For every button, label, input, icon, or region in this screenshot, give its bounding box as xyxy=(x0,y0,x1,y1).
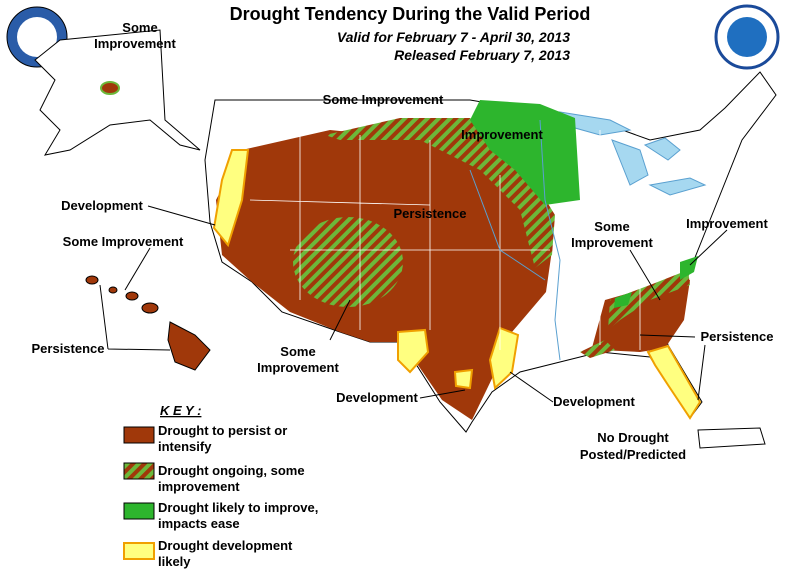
key-swatch xyxy=(123,462,155,480)
label: No Drought Posted/Predicted xyxy=(580,430,686,462)
label: Persistence xyxy=(394,206,467,221)
label: Some Improvement xyxy=(63,234,184,249)
label: Improvement xyxy=(686,216,768,231)
logos xyxy=(6,4,780,70)
yellow-texas xyxy=(397,326,520,390)
key-swatch xyxy=(123,426,155,444)
noaa-logo-inner xyxy=(727,17,767,57)
yellow-west xyxy=(212,149,250,248)
yellow-florida xyxy=(646,344,702,420)
hatched-southwest xyxy=(293,217,403,307)
key-swatch xyxy=(123,542,155,560)
key-swatch xyxy=(123,502,155,520)
valid-period: Valid for February 7 - April 30, 2013 xyxy=(337,29,570,45)
key-label: Drought development likely xyxy=(158,538,293,569)
label: Some Improvement xyxy=(571,219,653,250)
alaska-patch xyxy=(100,81,120,95)
great-lakes xyxy=(558,111,707,196)
hatched-southeast xyxy=(580,270,690,358)
rivers xyxy=(469,119,561,361)
commerce-logo-inner xyxy=(17,17,57,57)
improvement-north xyxy=(470,100,580,205)
key-label: Drought likely to improve, impacts ease xyxy=(158,500,318,531)
label: Some Improvement xyxy=(257,344,339,375)
release-date: Released February 7, 2013 xyxy=(394,47,570,63)
label: Development xyxy=(336,390,418,405)
label: Some Improvement xyxy=(94,20,176,51)
label: Development xyxy=(553,394,635,409)
key-label: Drought to persist or intensify xyxy=(158,423,287,454)
title: Drought Tendency During the Valid Period xyxy=(230,4,591,24)
key-label: Drought ongoing, some improvement xyxy=(158,463,305,494)
key-title: K E Y : xyxy=(160,403,201,418)
label: Persistence xyxy=(32,341,105,356)
label: Development xyxy=(61,198,143,213)
puerto-rico xyxy=(697,427,766,449)
label: Persistence xyxy=(701,329,774,344)
leaders xyxy=(99,205,728,403)
key: K E Y : Drought to persist or intensify D… xyxy=(123,403,318,569)
label: Improvement xyxy=(461,127,543,142)
hawaii xyxy=(85,275,211,371)
map-labels: Some Improvement Some Improvement Improve… xyxy=(32,20,774,462)
label: Some Improvement xyxy=(323,92,444,107)
map xyxy=(34,29,777,449)
improvement-east xyxy=(614,256,698,308)
state-lines xyxy=(249,130,641,350)
